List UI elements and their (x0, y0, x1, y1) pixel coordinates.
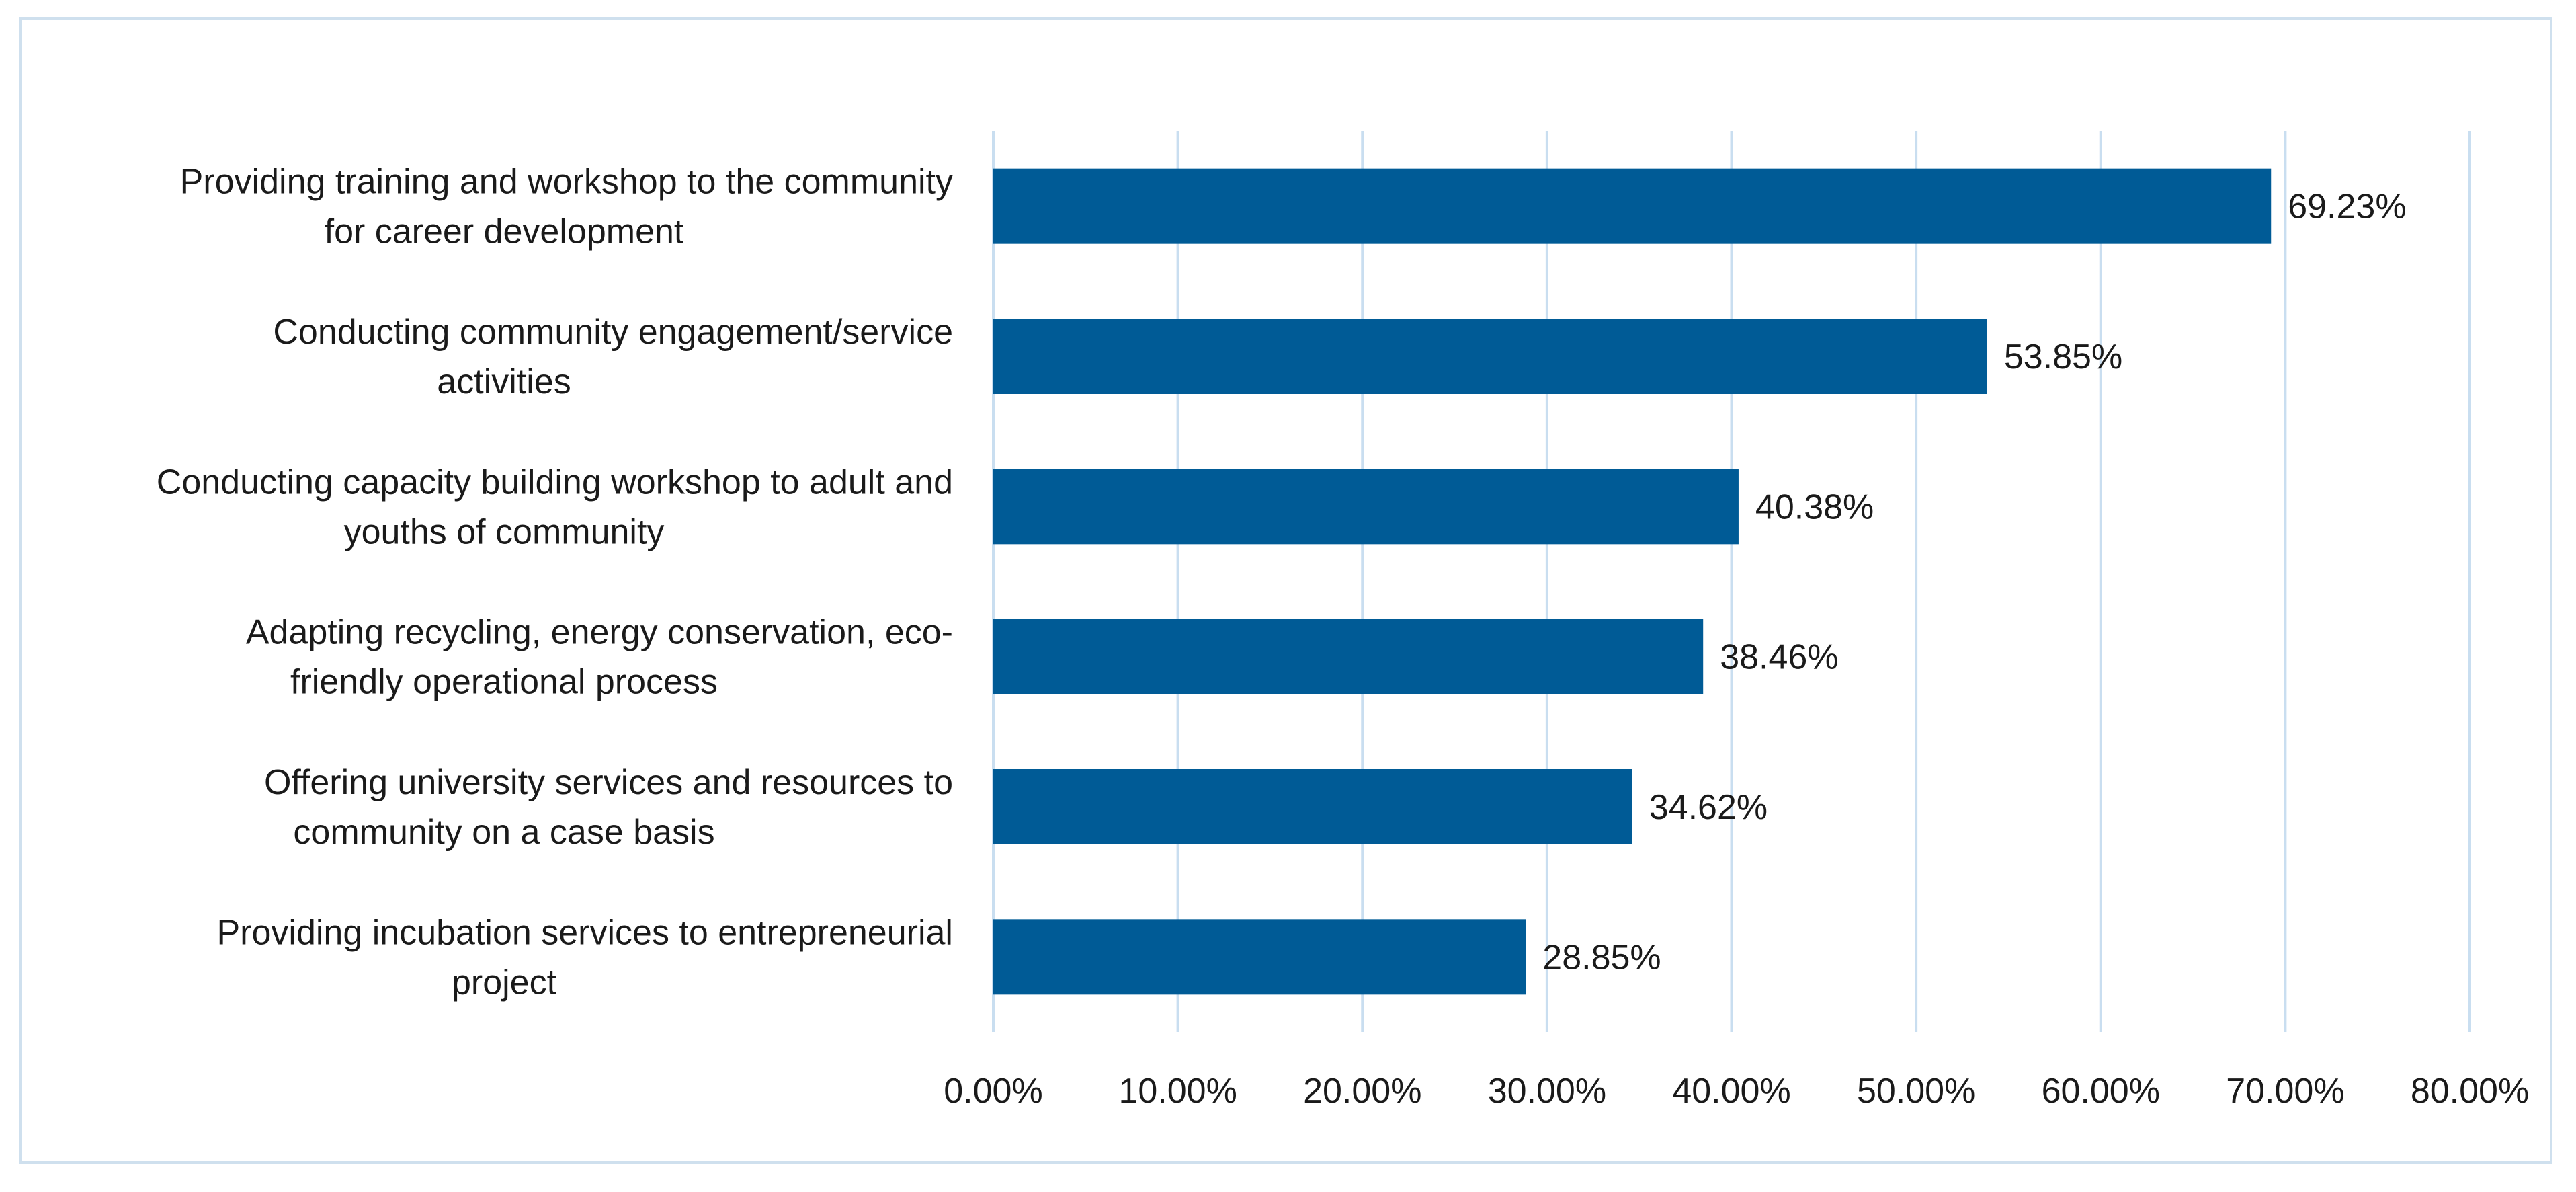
category-label-5-line-1: project (452, 963, 557, 1002)
x-tick-label-2: 20.00% (1303, 1072, 1421, 1111)
bars (993, 168, 2272, 995)
category-label-1-line-0: Conducting community engagement/service (273, 313, 953, 352)
x-tick-label-1: 10.00% (1118, 1072, 1237, 1111)
bar-5 (993, 919, 1526, 995)
bar-3 (993, 619, 1704, 694)
data-label-3: 38.46% (1720, 638, 1838, 677)
bar-0 (993, 168, 2272, 244)
x-tick-label-3: 30.00% (1488, 1072, 1606, 1111)
labels: 0.00% 10.00% 20.00% 30.00% 40.00% 50.00% 60.00… (157, 163, 2529, 1111)
bar-1 (993, 319, 1987, 394)
category-label-3-line-0: Adapting recycling, energy conservation,… (246, 613, 953, 652)
category-label-2-line-1: youths of community (344, 512, 665, 551)
bar-2 (993, 469, 1739, 545)
bar-4 (993, 769, 1632, 844)
x-tick-label-6: 60.00% (2042, 1072, 2160, 1111)
category-label-0-line-1: for career development (325, 212, 684, 251)
category-label-0-line-0: Providing training and workshop to the c… (180, 163, 953, 202)
x-tick-label-5: 50.00% (1857, 1072, 1975, 1111)
x-tick-label-4: 40.00% (1672, 1072, 1790, 1111)
data-label-0: 69.23% (2288, 188, 2406, 227)
x-tick-label-7: 70.00% (2226, 1072, 2344, 1111)
category-label-4-line-1: community on a case basis (293, 813, 714, 852)
data-label-4: 34.62% (1649, 788, 1768, 827)
category-label-1-line-1: activities (437, 362, 571, 401)
data-label-5: 28.85% (1542, 938, 1661, 977)
category-label-4-line-0: Offering university services and resourc… (264, 763, 953, 802)
x-tick-label-8: 80.00% (2411, 1072, 2529, 1111)
data-label-2: 40.38% (1755, 487, 1874, 526)
category-label-5-line-0: Providing incubation services to entrepr… (216, 913, 953, 952)
data-label-1: 53.85% (2004, 337, 2122, 376)
x-tick-label-0: 0.00% (944, 1072, 1042, 1111)
gridlines (992, 131, 2471, 1032)
category-label-3-line-1: friendly operational process (290, 663, 718, 702)
category-label-2-line-0: Conducting capacity building workshop to… (157, 463, 953, 502)
